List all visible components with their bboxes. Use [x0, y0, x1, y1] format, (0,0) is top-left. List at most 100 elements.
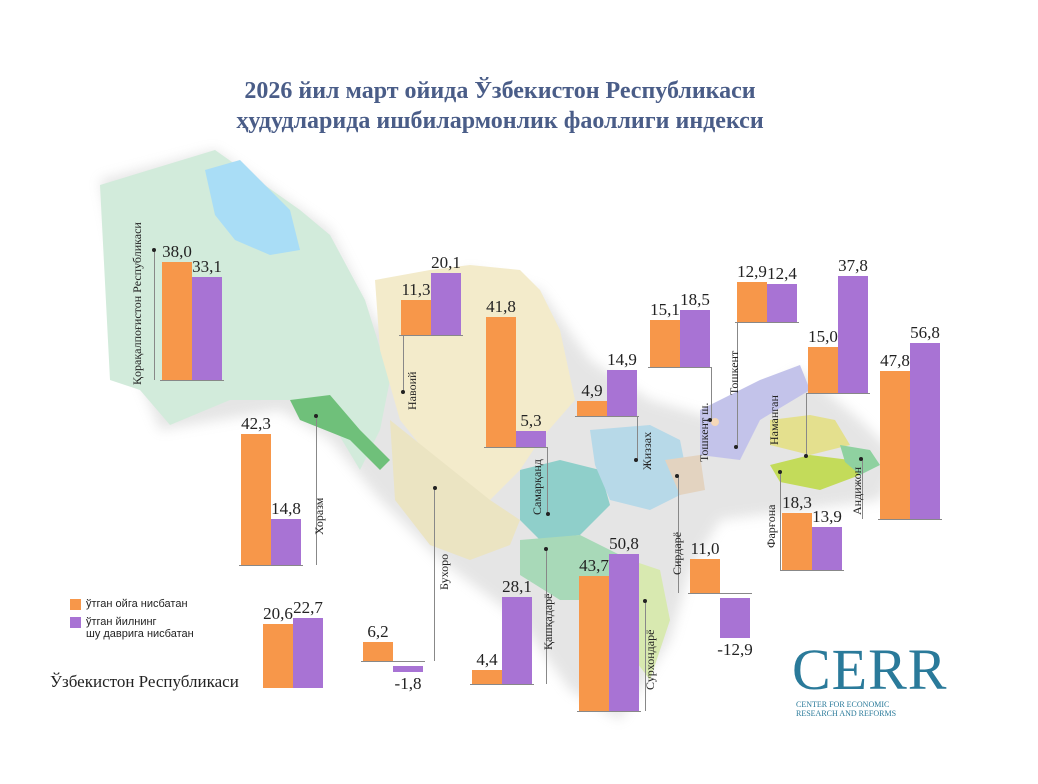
bar-prev-year: [812, 526, 842, 570]
legend-swatch-orange: [70, 599, 81, 610]
leader-line: [645, 601, 646, 711]
baseline: [575, 416, 639, 417]
leader-line: [711, 367, 712, 420]
region-marker: [152, 248, 156, 252]
region-namangan: [770, 415, 850, 455]
value-label: 28,1: [502, 576, 532, 596]
value-label: -12,9: [717, 639, 753, 659]
bar-prev-year: [271, 519, 301, 565]
chart-title: 2026 йил март ойида Ўзбекистон Республик…: [0, 76, 1000, 136]
baseline: [361, 661, 425, 662]
bar-prev-year: [293, 617, 323, 688]
bar-prev-month: [650, 320, 680, 367]
value-label: 38,0: [162, 242, 192, 262]
region-label: Наманган: [767, 395, 781, 445]
baseline: [806, 393, 870, 394]
value-label: 12,9: [737, 262, 767, 281]
bar-prev-month: [162, 262, 192, 380]
bar-prev-month: [401, 299, 431, 335]
bar-prev-month: [880, 370, 910, 519]
bar-prev-month: [263, 624, 293, 688]
baseline: [239, 565, 303, 566]
baseline: [160, 380, 224, 381]
value-label: 20,6: [263, 604, 293, 624]
region-label: Қашқадарё: [541, 593, 555, 650]
region-tashkent: [700, 365, 810, 460]
bar-prev-year: [607, 369, 637, 416]
value-label: 37,8: [838, 255, 868, 275]
region-label: Бухоро: [437, 553, 451, 590]
value-label: 4,9: [581, 380, 603, 400]
legend-item-prev-year: ўтган йилнинг шу даврига нисбатан: [70, 616, 194, 640]
value-label: 4,4: [476, 650, 498, 670]
aral-sea: [205, 160, 300, 255]
region-marker: [708, 418, 712, 422]
region-marker: [643, 599, 647, 603]
region-label: Тошкент ш.: [697, 402, 711, 462]
value-label: 12,4: [767, 263, 797, 283]
region-label: Сирдарё: [670, 531, 684, 575]
bar-prev-month: [737, 282, 767, 322]
region-label: Андижон: [850, 466, 864, 515]
baseline: [470, 684, 534, 685]
baseline: [648, 367, 712, 368]
bar-prev-month: [782, 513, 812, 570]
bar-prev-year: [393, 666, 423, 672]
region-marker: [544, 547, 548, 551]
leader-line: [547, 447, 548, 514]
legend: ўтган ойга нисбатан ўтган йилнинг шу давр…: [70, 598, 194, 646]
region-label: Хоразм: [312, 497, 326, 535]
region-bukhara: [390, 420, 520, 560]
bar-prev-year: [609, 553, 639, 711]
leader-line: [806, 393, 807, 456]
leader-line: [546, 549, 547, 684]
value-label: 41,8: [486, 297, 516, 317]
value-label: 18,5: [680, 289, 710, 309]
value-label: 6,2: [367, 621, 389, 641]
baseline: [688, 593, 752, 594]
value-label: 14,9: [607, 349, 637, 369]
value-label: 11,3: [401, 279, 431, 299]
region-samarkand: [520, 460, 610, 540]
value-label: 11,0: [690, 538, 720, 558]
region-marker: [804, 454, 808, 458]
bar-prev-month: [486, 317, 516, 447]
baseline: [878, 519, 942, 520]
leader-line: [403, 335, 404, 392]
region-karakalpakstan: [100, 150, 390, 470]
baseline: [735, 322, 799, 323]
region-label: Навоий: [405, 371, 419, 410]
leader-line: [780, 472, 781, 570]
region-label: Фарғона: [764, 504, 778, 548]
value-label: 33,1: [192, 257, 222, 277]
legend-swatch-purple: [70, 617, 81, 628]
value-label: 14,8: [271, 499, 301, 519]
region-label: Қорақалпоғистон Республикаси: [130, 222, 144, 385]
region-khorezm: [290, 395, 390, 470]
bar-prev-month: [363, 641, 393, 661]
logo-text: CERR: [792, 637, 948, 702]
bar-prev-year: [516, 430, 546, 447]
region-fergana: [770, 455, 860, 490]
value-label: 47,8: [880, 350, 910, 370]
leader-line: [637, 416, 638, 460]
region-label: Тошкент: [727, 350, 741, 395]
value-label: 18,3: [782, 493, 812, 513]
bar-prev-month: [472, 670, 502, 684]
title-line-2: ҳудудларида ишбилармонлик фаоллиги индек…: [236, 108, 764, 134]
bar-prev-month: [808, 346, 838, 393]
value-label: -1,8: [394, 673, 422, 693]
cerr-logo: CERR CENTER FOR ECONOMIC RESEARCH AND RE…: [792, 637, 948, 719]
region-marker: [546, 512, 550, 516]
region-label: Сурхондарё: [643, 629, 657, 690]
bar-prev-year: [431, 272, 461, 335]
baseline: [484, 447, 548, 448]
leader-line: [316, 416, 317, 565]
bar-prev-month: [241, 433, 271, 565]
value-label: 22,7: [293, 597, 323, 617]
leader-line: [154, 250, 155, 380]
region-label: Жиззах: [640, 431, 654, 470]
value-label: 20,1: [431, 252, 461, 272]
leader-line: [434, 488, 435, 661]
value-label: 13,9: [812, 506, 842, 526]
